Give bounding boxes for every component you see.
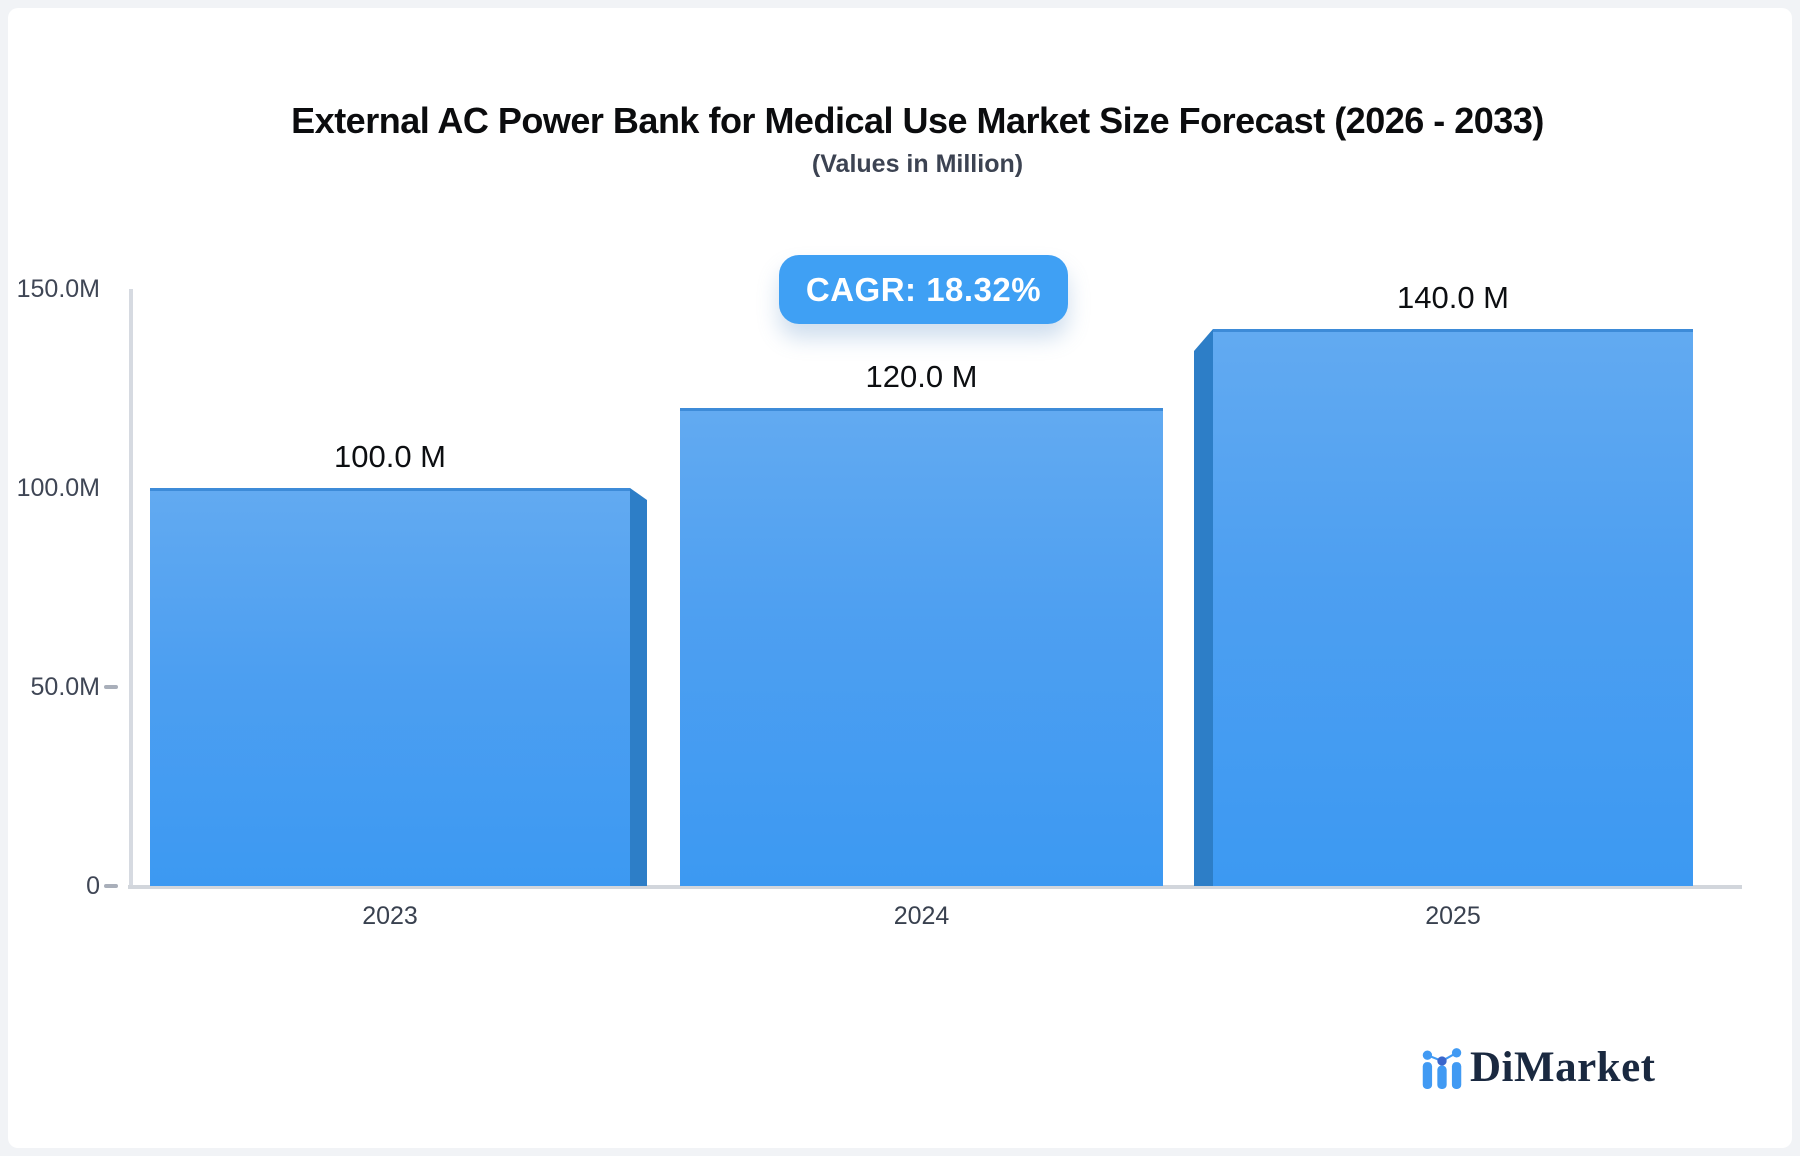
bar-value-label: 120.0 M xyxy=(865,359,978,394)
y-axis-line xyxy=(129,289,133,886)
bar-side xyxy=(1194,329,1213,886)
x-axis-line xyxy=(128,885,1742,889)
cagr-badge-label: CAGR: 18.32% xyxy=(805,270,1042,308)
cagr-badge: CAGR: 18.32% xyxy=(779,255,1068,324)
chart-subtitle: (Values in Million) xyxy=(811,150,1024,178)
y-tick-label: 50.0M xyxy=(30,673,100,701)
y-tick-label: 150.0M xyxy=(16,275,100,303)
y-tick-label: 0 xyxy=(86,872,100,900)
bar-value-label: 140.0 M xyxy=(1396,280,1509,315)
mini-bar-chart-icon xyxy=(1422,1048,1462,1089)
x-category-label: 2023 xyxy=(362,902,418,930)
y-tick-label: 100.0M xyxy=(16,474,100,502)
bar-face xyxy=(680,408,1163,886)
x-category-label: 2024 xyxy=(893,902,950,930)
bar-face xyxy=(1213,329,1693,886)
chart-title: External AC Power Bank for Medical Use M… xyxy=(291,100,1544,141)
bar-side xyxy=(630,488,647,886)
bar-value-label: 100.0 M xyxy=(333,439,446,474)
bar-face xyxy=(150,488,630,886)
x-category-label: 2025 xyxy=(1425,902,1481,930)
y-tick-mark xyxy=(104,884,118,888)
brand-logo: DiMarket xyxy=(1422,1042,1656,1094)
y-tick-mark xyxy=(104,685,118,689)
logo-text: DiMarket xyxy=(1470,1044,1656,1091)
